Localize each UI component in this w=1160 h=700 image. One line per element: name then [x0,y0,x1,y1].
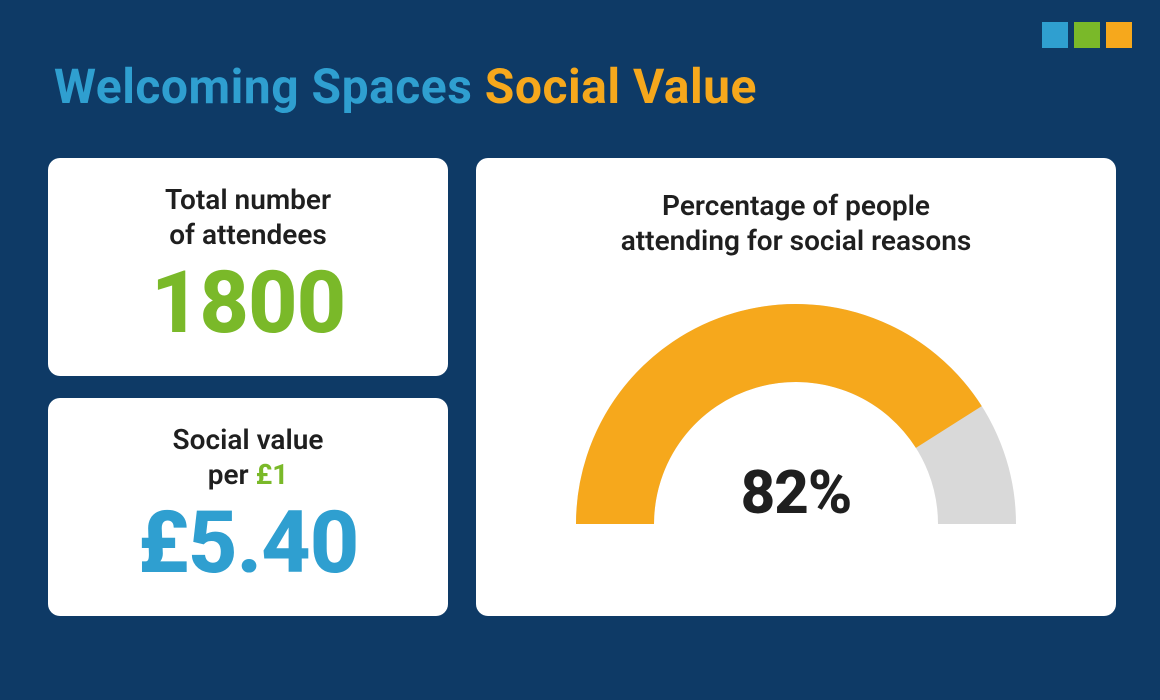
title-part-1: Welcoming Spaces [54,58,485,115]
swatch-orange [1106,22,1132,48]
social-value-card: Social value per £1 £5.40 [48,398,448,616]
page-title: Welcoming Spaces Social Value [54,58,757,115]
social-value-label-accent: £1 [256,458,289,491]
swatch-green [1074,22,1100,48]
social-value-label-line2-pre: per [208,458,256,491]
gauge-label-line2: attending for social reasons [621,224,972,257]
content-grid: Total number of attendees 1800 Social va… [48,158,1116,616]
gauge-label-line1: Percentage of people [662,189,930,222]
title-part-2: Social Value [485,58,757,115]
social-value-label-line1: Social value [173,423,324,456]
left-column: Total number of attendees 1800 Social va… [48,158,448,616]
social-value-label: Social value per £1 [72,422,424,492]
gauge-card: Percentage of people attending for socia… [476,158,1116,616]
attendees-card: Total number of attendees 1800 [48,158,448,376]
attendees-label-line1: Total number [165,183,331,216]
gauge-center-value: 82% [576,457,1016,528]
gauge-chart: 82% [576,298,1016,528]
attendees-label-line2: of attendees [169,218,327,251]
gauge-label: Percentage of people attending for socia… [621,188,972,258]
attendees-label: Total number of attendees [72,182,424,252]
social-value-amount: £5.40 [72,500,424,586]
attendees-value: 1800 [72,260,424,346]
brand-swatches [1042,22,1132,48]
swatch-blue [1042,22,1068,48]
